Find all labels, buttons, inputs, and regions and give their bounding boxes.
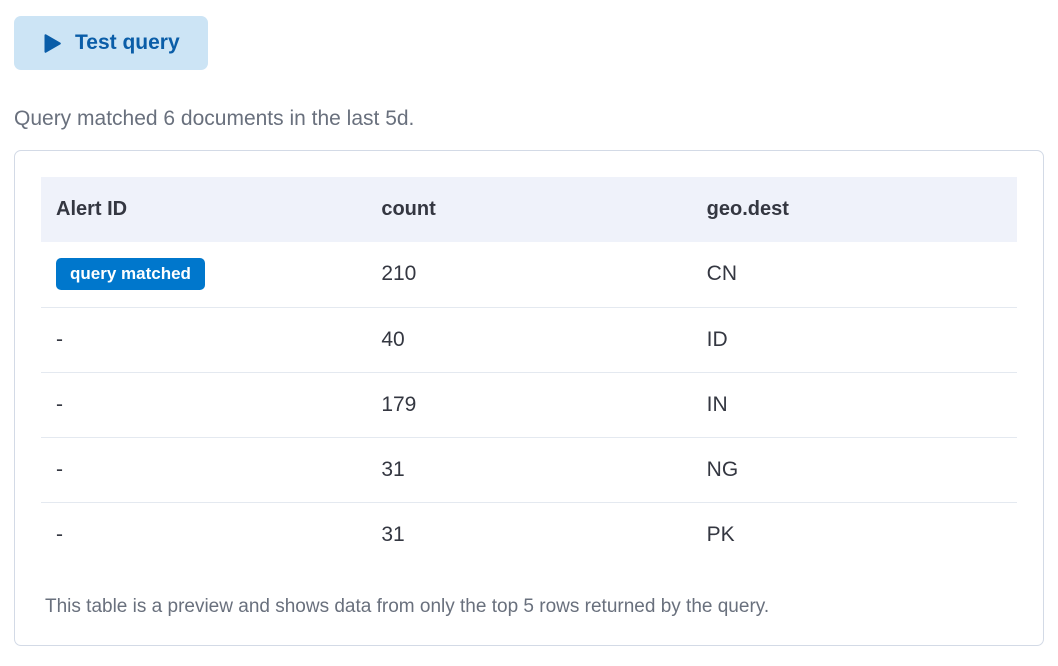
geo-dest-cell: NG [691,436,1017,502]
table-header: Alert ID count geo.dest [41,177,1017,242]
count-cell-value: 210 [381,262,417,286]
geo-dest-cell-value: PK [706,522,735,546]
alert-id-cell-value: - [56,327,63,351]
table-row: - 40 ID [41,306,1017,372]
query-result-message: Query matched 6 documents in the last 5d… [14,107,415,130]
table-row: - 179 IN [41,371,1017,437]
count-cell: 210 [366,242,692,307]
column-header-geo-dest: geo.dest [691,177,1017,242]
count-cell: 31 [366,501,692,567]
count-cell-value: 31 [381,457,405,481]
alert-id-cell: - [41,436,367,502]
test-query-button[interactable]: Test query [14,16,208,70]
alert-id-cell: - [41,371,367,437]
preview-panel: Alert ID count geo.dest query matched 21… [14,150,1044,646]
count-cell-value: 31 [381,522,405,546]
alert-id-cell: query matched [41,242,367,307]
count-cell: 31 [366,436,692,502]
alert-id-cell-value: query matched [56,258,205,291]
geo-dest-cell-value: ID [706,327,728,351]
table-row: - 31 PK [41,501,1017,567]
count-cell-value: 40 [381,327,405,351]
geo-dest-cell-value: IN [706,392,728,416]
geo-dest-cell: CN [691,242,1017,307]
alert-id-cell: - [41,501,367,567]
column-header-alert-id: Alert ID [41,177,367,242]
count-cell: 179 [366,371,692,437]
table-row: query matched 210 CN [41,242,1017,307]
geo-dest-cell: IN [691,371,1017,437]
count-cell: 40 [366,306,692,372]
column-header-count: count [366,177,692,242]
preview-table: Alert ID count geo.dest query matched 21… [41,177,1017,567]
geo-dest-cell-value: NG [706,457,739,481]
geo-dest-cell: PK [691,501,1017,567]
alert-id-cell-value: - [56,522,63,546]
alert-id-cell: - [41,306,367,372]
alert-id-cell-value: - [56,457,63,481]
table-body: query matched 210 CN - 40 ID - 179 IN [41,242,1017,567]
table-row: - 31 NG [41,436,1017,502]
geo-dest-cell-value: CN [706,262,737,286]
play-icon [44,33,61,53]
test-query-button-label: Test query [75,31,180,54]
count-cell-value: 179 [381,392,417,416]
geo-dest-cell: ID [691,306,1017,372]
alert-id-cell-value: - [56,392,63,416]
table-preview-note: This table is a preview and shows data f… [45,596,770,617]
